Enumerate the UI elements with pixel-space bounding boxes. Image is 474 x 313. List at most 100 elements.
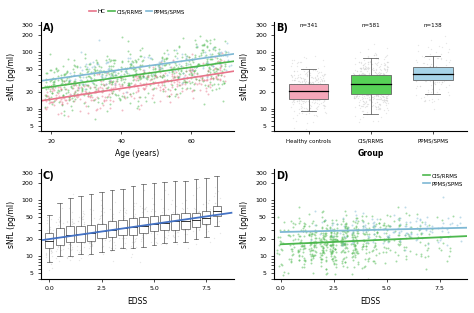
Point — [374, 91, 381, 96]
Point — [395, 215, 403, 220]
Point — [365, 98, 373, 103]
Point — [63, 76, 71, 81]
Point — [302, 230, 310, 235]
Point — [133, 75, 141, 80]
Point — [293, 60, 301, 65]
Point — [69, 220, 76, 225]
Point — [365, 95, 373, 100]
Point — [396, 222, 404, 227]
Point — [95, 216, 102, 221]
Point — [201, 222, 209, 227]
Point — [424, 242, 431, 247]
Point — [297, 80, 304, 85]
Point — [361, 225, 369, 230]
Point — [100, 102, 107, 107]
Point — [98, 100, 106, 105]
Point — [315, 85, 323, 90]
Point — [332, 247, 339, 252]
Point — [378, 94, 386, 99]
Point — [427, 68, 434, 73]
Point — [313, 92, 321, 97]
Point — [69, 227, 76, 232]
Point — [291, 237, 299, 242]
Point — [132, 214, 139, 219]
Point — [366, 91, 374, 96]
Point — [446, 254, 453, 259]
Point — [323, 272, 330, 277]
Point — [330, 226, 338, 231]
Point — [359, 103, 366, 108]
Point — [117, 84, 124, 89]
Point — [65, 77, 73, 82]
Point — [206, 38, 214, 43]
Point — [296, 89, 303, 94]
Point — [302, 99, 310, 104]
Point — [402, 244, 410, 249]
Point — [359, 92, 366, 97]
Point — [384, 83, 392, 88]
Point — [292, 85, 300, 90]
Point — [131, 82, 139, 87]
Point — [309, 253, 317, 258]
Point — [68, 209, 76, 214]
Point — [139, 74, 146, 79]
Point — [444, 215, 452, 220]
Point — [434, 237, 441, 242]
Point — [63, 78, 70, 83]
Point — [79, 91, 87, 96]
Point — [364, 76, 371, 81]
Point — [378, 78, 386, 83]
Point — [364, 92, 372, 97]
Point — [220, 81, 228, 86]
Point — [92, 83, 100, 88]
Point — [320, 91, 328, 96]
Point — [68, 85, 75, 90]
Point — [108, 245, 116, 250]
Point — [148, 74, 156, 79]
Point — [305, 81, 313, 86]
Point — [310, 239, 317, 244]
Point — [343, 223, 350, 228]
Point — [203, 71, 211, 76]
Point — [307, 80, 314, 85]
Point — [165, 62, 173, 67]
Point — [202, 60, 210, 65]
Point — [350, 84, 358, 89]
Point — [313, 85, 321, 90]
Point — [122, 210, 129, 215]
Bar — [66, 227, 74, 242]
Point — [70, 79, 77, 84]
Point — [86, 61, 94, 66]
Point — [359, 82, 366, 87]
Point — [125, 71, 133, 76]
Point — [122, 235, 129, 240]
Point — [127, 229, 135, 234]
Point — [97, 224, 105, 229]
Point — [60, 246, 67, 251]
Point — [316, 82, 323, 87]
Point — [128, 244, 135, 249]
Point — [45, 96, 53, 101]
Point — [176, 71, 184, 76]
Point — [328, 252, 335, 257]
Point — [216, 68, 224, 73]
Point — [351, 71, 358, 76]
Point — [213, 206, 220, 211]
Point — [328, 223, 335, 228]
Point — [357, 74, 365, 79]
Point — [320, 250, 328, 255]
Point — [62, 70, 70, 75]
Point — [344, 226, 351, 231]
Point — [287, 257, 294, 262]
Point — [149, 65, 157, 70]
Point — [367, 75, 375, 80]
Point — [169, 66, 177, 71]
Point — [290, 81, 298, 86]
Point — [216, 62, 224, 67]
Point — [349, 234, 356, 239]
Point — [320, 96, 328, 101]
Point — [153, 241, 160, 246]
Point — [54, 74, 61, 79]
Point — [130, 206, 138, 211]
Point — [99, 78, 107, 83]
